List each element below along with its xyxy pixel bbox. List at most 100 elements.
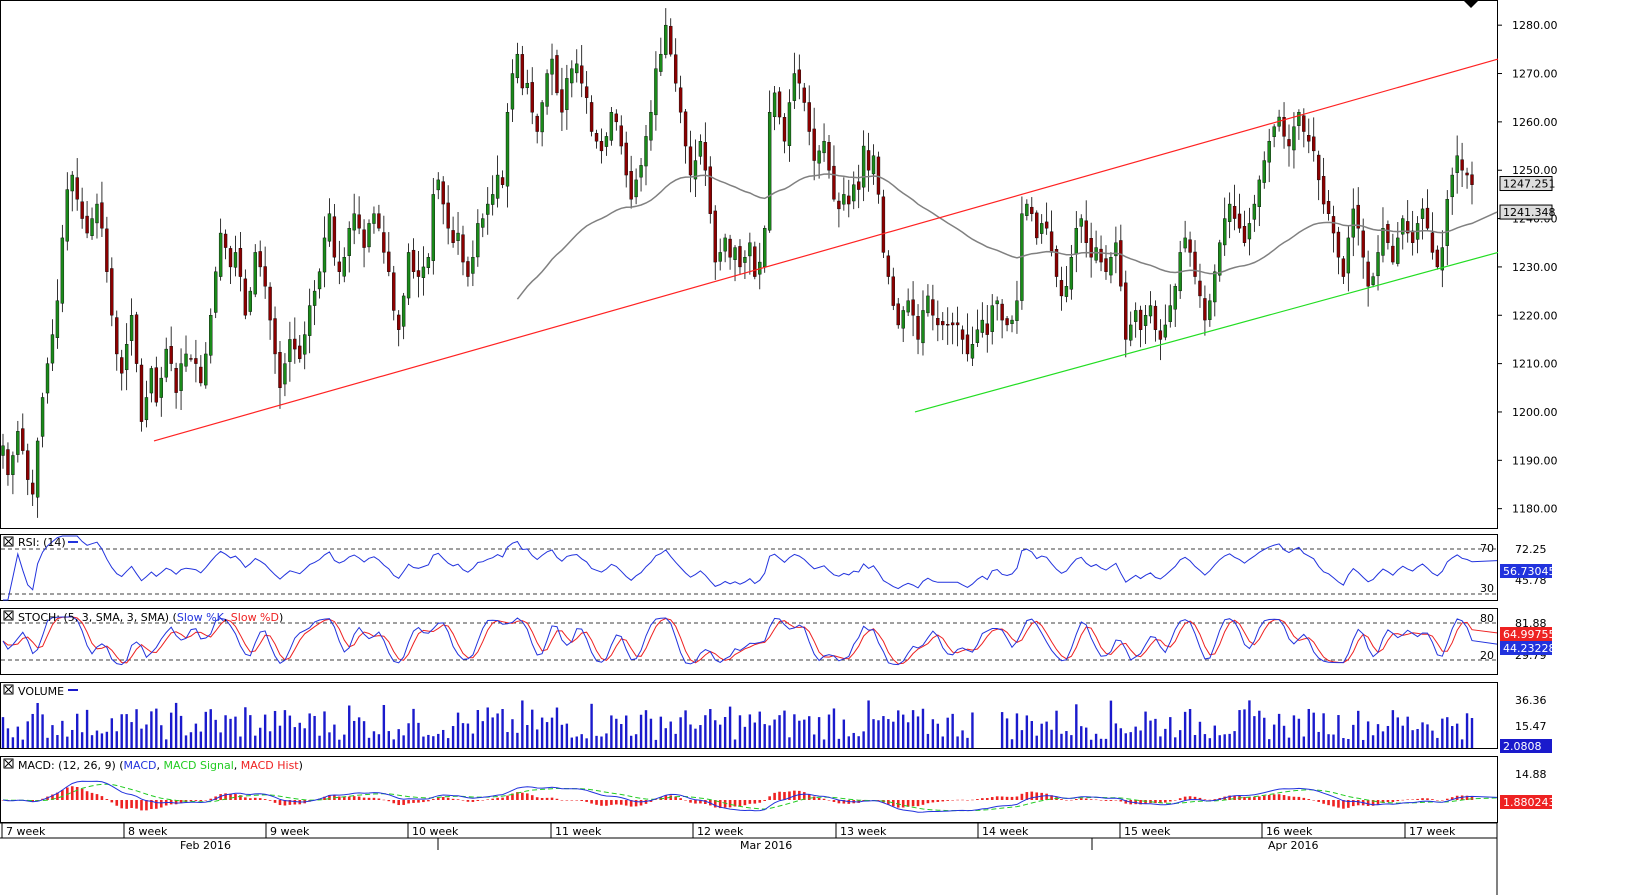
candle: [1223, 197, 1227, 256]
macd-hist-bar: [1065, 800, 1068, 801]
volume-bar: [258, 727, 262, 748]
volume-bar: [412, 708, 415, 748]
week-label: 14 week: [982, 825, 1029, 838]
candle: [1035, 210, 1039, 245]
volume-bar: [169, 712, 173, 748]
macd-hist-bar: [694, 800, 697, 804]
volume-bar: [1460, 739, 1464, 748]
volume-bar: [882, 716, 885, 748]
candle: [753, 241, 757, 280]
macd-hist-bar: [1173, 800, 1177, 801]
candle: [1386, 220, 1390, 250]
candle: [926, 284, 930, 317]
volume-bar: [1470, 718, 1474, 748]
volume-bar: [150, 711, 153, 748]
close-box-icon[interactable]: [3, 610, 14, 621]
volume-bar: [798, 720, 801, 748]
volume-bar: [451, 726, 455, 748]
candle: [411, 238, 416, 279]
volume-bar: [966, 737, 969, 748]
macd-hist-bar: [451, 798, 455, 800]
macd-hist-bar: [51, 794, 54, 800]
candle: [941, 312, 945, 341]
volume-bar: [135, 709, 138, 748]
candle: [797, 54, 802, 100]
macd-hist-bar: [249, 798, 252, 800]
volume-bar: [714, 720, 717, 748]
close-box-icon[interactable]: [3, 758, 14, 769]
volume-bar: [788, 737, 791, 748]
volume-bar: [471, 733, 475, 748]
volume-bar: [1193, 734, 1197, 748]
volume-bar: [1055, 710, 1058, 748]
candle: [1396, 222, 1400, 267]
volume-bar: [145, 724, 148, 748]
macd-hist-bar: [901, 800, 905, 808]
candle: [1435, 245, 1440, 270]
candle: [307, 288, 312, 354]
volume-bar: [1292, 715, 1296, 748]
macd-hist-bar: [1070, 799, 1073, 801]
close-box-icon[interactable]: [3, 536, 14, 547]
candle: [367, 219, 371, 253]
candle: [362, 219, 366, 268]
candle: [1257, 175, 1262, 227]
volume-bar: [263, 714, 267, 748]
volume-bar: [268, 731, 272, 748]
candle: [129, 298, 134, 356]
volume-bar: [1431, 730, 1434, 748]
rsi-level-70: 70: [1480, 542, 1494, 555]
macd-hist-bar: [1460, 795, 1464, 800]
volume-bar: [387, 731, 390, 748]
macd-hist-bar: [1020, 793, 1024, 800]
volume-bar: [288, 715, 292, 748]
volume-bar: [1352, 724, 1355, 748]
candle: [1, 433, 5, 469]
volume-bar: [1342, 738, 1345, 748]
macd-hist-bar: [441, 797, 445, 800]
volume-bar: [130, 722, 133, 748]
macd-hist-bar: [417, 800, 420, 803]
volume-bar: [1277, 713, 1281, 748]
macd-hist-bar: [436, 797, 440, 800]
candle: [906, 288, 910, 317]
candle: [644, 125, 648, 186]
volume-bar: [1045, 721, 1048, 748]
macd-hist-bar: [1465, 795, 1469, 800]
moving-average-line: [516, 173, 1498, 300]
macd-hist-bar: [1208, 799, 1212, 801]
candle: [332, 204, 337, 266]
candle: [139, 358, 144, 432]
candle: [634, 168, 638, 205]
scroll-marker-icon[interactable]: [1464, 1, 1478, 8]
macd-hist-bar: [382, 799, 386, 801]
macd-hist-bar: [704, 800, 707, 805]
candle: [16, 420, 20, 463]
macd-hist-bar: [481, 800, 485, 801]
volume-bar: [1416, 728, 1419, 748]
macd-hist-bar: [877, 800, 880, 801]
candle: [476, 209, 480, 267]
volume-bar: [951, 713, 954, 748]
volume-bar: [1441, 718, 1444, 748]
macd-hist-bar: [323, 796, 326, 800]
volume-bar: [1114, 723, 1118, 748]
candle: [11, 451, 15, 495]
candle: [1376, 235, 1380, 291]
candle: [1282, 102, 1286, 149]
volume-bar: [1104, 738, 1108, 748]
candle: [713, 205, 717, 280]
macd-hist-bar: [387, 800, 391, 802]
candle: [263, 246, 267, 299]
candle: [1292, 112, 1296, 169]
candle: [1040, 214, 1044, 244]
macd-hist-bar: [525, 793, 529, 800]
candle: [896, 297, 900, 329]
volume-bar: [249, 715, 252, 748]
volume-bar: [1223, 734, 1226, 748]
close-box-icon[interactable]: [3, 684, 14, 695]
candle: [1094, 230, 1098, 264]
macd-hist-bar: [159, 800, 163, 808]
candle: [352, 193, 356, 245]
candle: [461, 225, 465, 276]
